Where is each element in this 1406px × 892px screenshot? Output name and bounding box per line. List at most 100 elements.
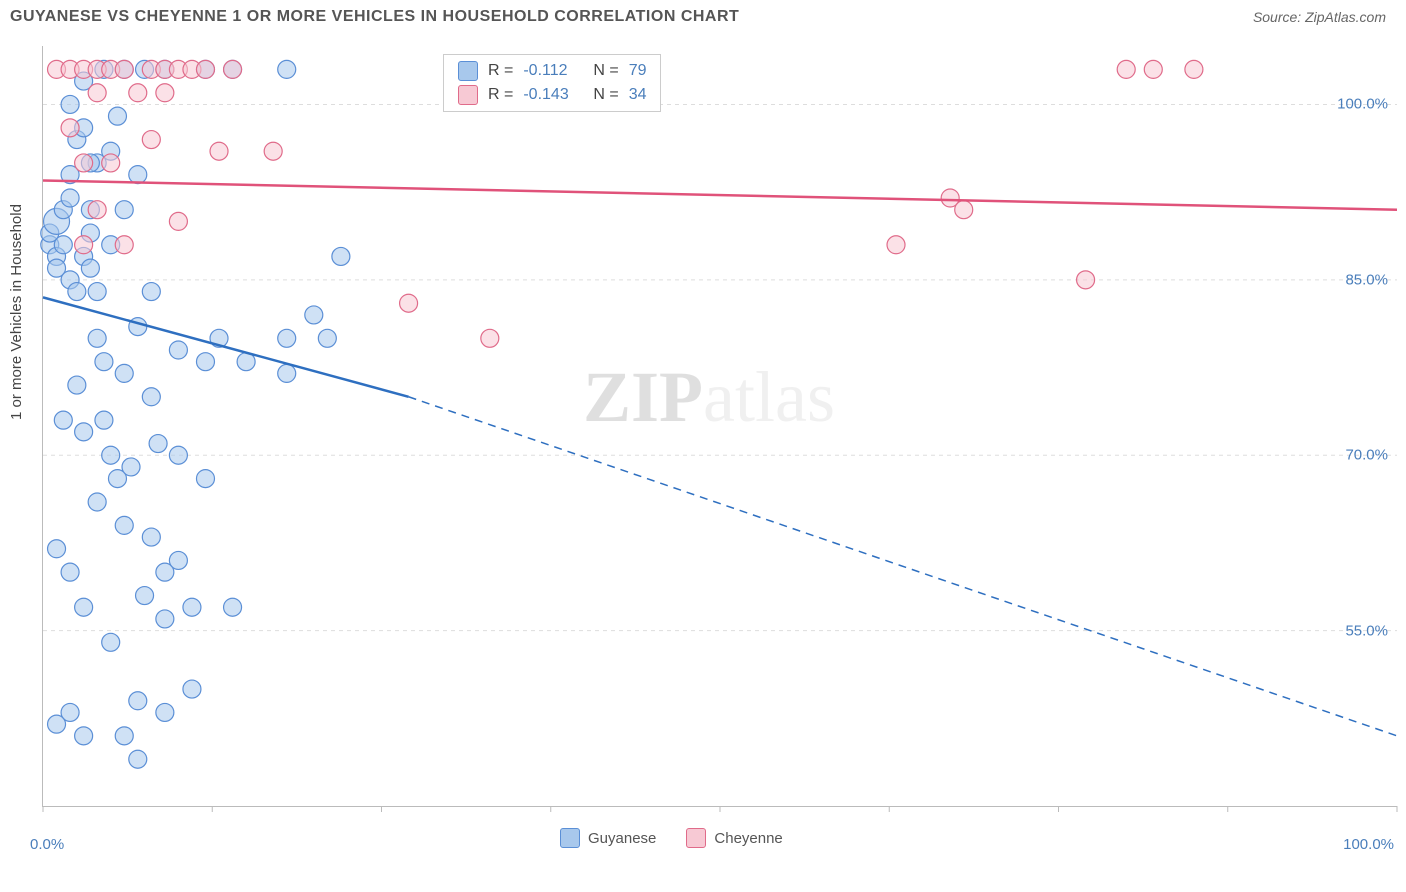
scatter-point xyxy=(278,60,296,78)
x-tick-min: 0.0% xyxy=(30,836,64,853)
scatter-point xyxy=(156,84,174,102)
series-legend-item: Guyanese xyxy=(560,828,656,848)
scatter-point xyxy=(142,283,160,301)
scatter-point xyxy=(129,84,147,102)
chart-source: Source: ZipAtlas.com xyxy=(1253,9,1386,25)
scatter-point xyxy=(95,411,113,429)
scatter-point xyxy=(115,516,133,534)
scatter-point xyxy=(54,236,72,254)
scatter-point xyxy=(88,493,106,511)
y-axis-label: 1 or more Vehicles in Household xyxy=(8,204,25,420)
scatter-point xyxy=(136,587,154,605)
scatter-point xyxy=(102,633,120,651)
scatter-point xyxy=(102,446,120,464)
y-tick-label: 55.0% xyxy=(1345,622,1388,639)
scatter-point xyxy=(278,364,296,382)
chart-title: GUYANESE VS CHEYENNE 1 OR MORE VEHICLES … xyxy=(10,8,739,26)
legend-n-label: N = xyxy=(593,86,618,104)
scatter-point xyxy=(318,329,336,347)
scatter-point xyxy=(196,353,214,371)
scatter-point xyxy=(224,598,242,616)
scatter-point xyxy=(332,247,350,265)
scatter-point xyxy=(305,306,323,324)
scatter-point xyxy=(955,201,973,219)
scatter-point xyxy=(169,446,187,464)
trend-line xyxy=(43,180,1397,209)
scatter-point xyxy=(61,95,79,113)
legend-r-value: -0.143 xyxy=(523,86,583,104)
correlation-legend-row: R =-0.112N =79 xyxy=(444,59,660,83)
series-legend-label: Guyanese xyxy=(588,830,656,847)
scatter-point xyxy=(481,329,499,347)
scatter-point xyxy=(115,364,133,382)
scatter-point xyxy=(196,470,214,488)
scatter-point xyxy=(169,212,187,230)
scatter-point xyxy=(129,692,147,710)
scatter-point xyxy=(68,376,86,394)
scatter-point xyxy=(75,236,93,254)
scatter-point xyxy=(129,750,147,768)
scatter-point xyxy=(115,236,133,254)
scatter-point xyxy=(156,610,174,628)
series-legend-label: Cheyenne xyxy=(714,830,782,847)
scatter-point xyxy=(169,551,187,569)
y-tick-label: 100.0% xyxy=(1337,96,1388,113)
legend-n-value: 34 xyxy=(629,86,647,104)
scatter-point xyxy=(149,435,167,453)
series-legend-item: Cheyenne xyxy=(686,828,782,848)
legend-r-value: -0.112 xyxy=(523,62,583,80)
scatter-point xyxy=(183,680,201,698)
scatter-point xyxy=(156,703,174,721)
scatter-point xyxy=(210,142,228,160)
legend-r-label: R = xyxy=(488,62,513,80)
scatter-point xyxy=(400,294,418,312)
y-tick-label: 85.0% xyxy=(1345,271,1388,288)
scatter-point xyxy=(122,458,140,476)
scatter-point xyxy=(142,388,160,406)
scatter-point xyxy=(278,329,296,347)
scatter-point xyxy=(196,60,214,78)
legend-n-value: 79 xyxy=(629,62,647,80)
scatter-point xyxy=(48,540,66,558)
scatter-point xyxy=(1185,60,1203,78)
scatter-point xyxy=(115,60,133,78)
scatter-point xyxy=(183,598,201,616)
scatter-point xyxy=(54,411,72,429)
scatter-point xyxy=(61,119,79,137)
scatter-point xyxy=(115,201,133,219)
scatter-point xyxy=(115,727,133,745)
legend-swatch xyxy=(686,828,706,848)
scatter-point xyxy=(142,131,160,149)
correlation-legend-row: R = -0.143 N = 34 xyxy=(444,83,660,107)
legend-r-label: R = xyxy=(488,86,513,104)
scatter-point xyxy=(129,166,147,184)
scatter-point xyxy=(75,423,93,441)
scatter-point xyxy=(75,727,93,745)
scatter-point xyxy=(88,329,106,347)
scatter-svg xyxy=(43,46,1397,806)
scatter-point xyxy=(88,283,106,301)
scatter-point xyxy=(887,236,905,254)
scatter-point xyxy=(1117,60,1135,78)
scatter-point xyxy=(81,259,99,277)
scatter-point xyxy=(75,598,93,616)
scatter-point xyxy=(75,154,93,172)
scatter-point xyxy=(1144,60,1162,78)
scatter-point xyxy=(264,142,282,160)
scatter-point xyxy=(142,528,160,546)
scatter-point xyxy=(1077,271,1095,289)
scatter-point xyxy=(68,283,86,301)
y-tick-label: 70.0% xyxy=(1345,447,1388,464)
legend-swatch xyxy=(458,85,478,105)
scatter-point xyxy=(108,107,126,125)
scatter-point xyxy=(61,563,79,581)
scatter-point xyxy=(88,201,106,219)
scatter-point xyxy=(95,353,113,371)
scatter-point xyxy=(102,154,120,172)
correlation-legend: R = -0.112 N = 79 R = -0.143 N = 34 xyxy=(443,54,661,112)
x-tick-max: 100.0% xyxy=(1343,836,1394,853)
chart-plot-area: R =-0.112N =79R =-0.143N =34 ZIPatlas xyxy=(42,46,1397,807)
scatter-point xyxy=(88,84,106,102)
trend-line-dashed xyxy=(409,397,1397,736)
scatter-point xyxy=(169,341,187,359)
